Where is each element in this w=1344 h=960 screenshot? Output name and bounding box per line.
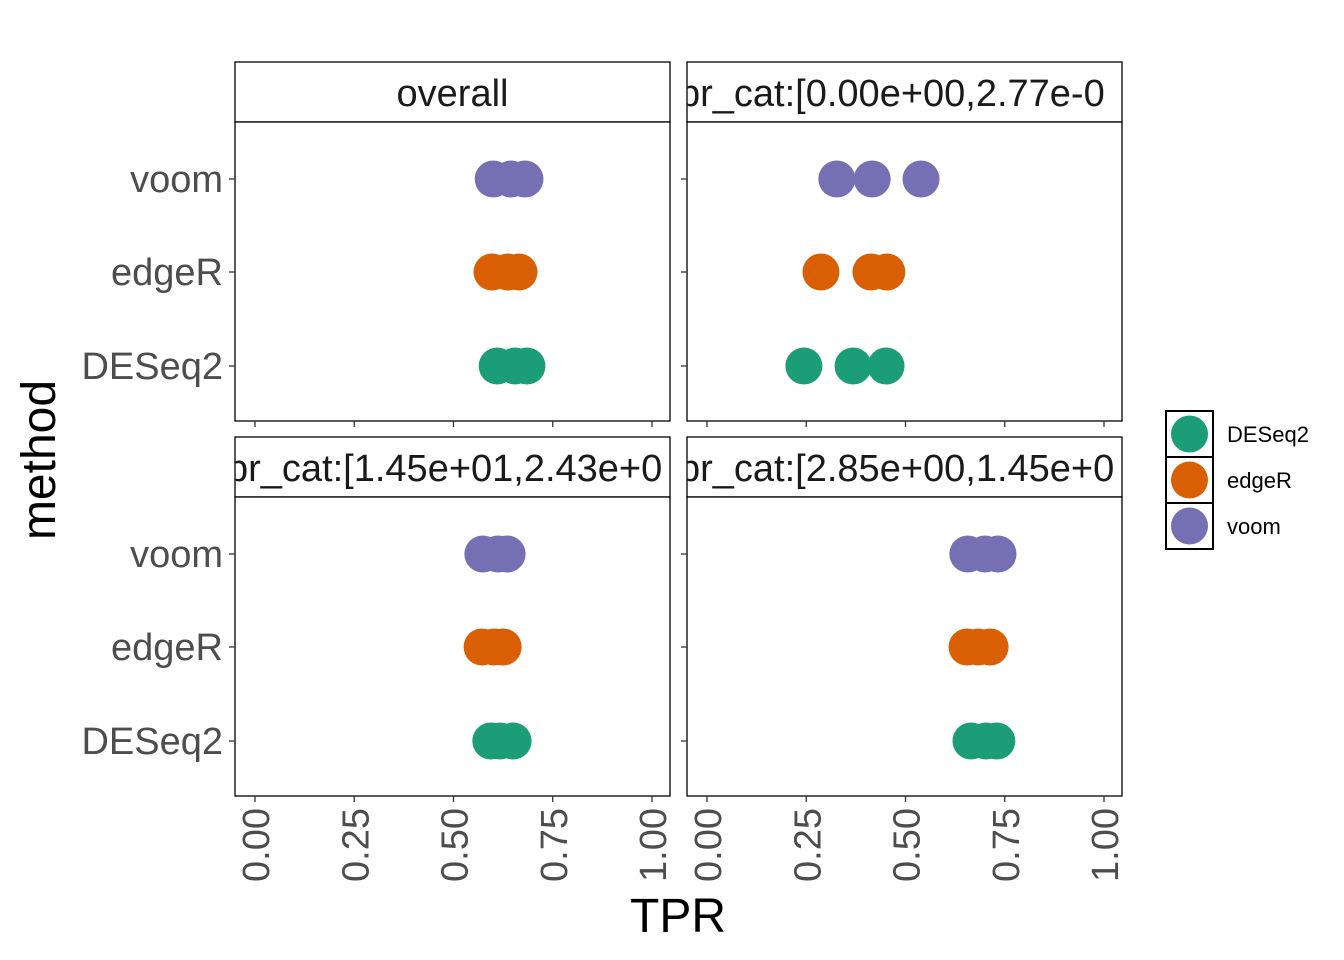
facet-panel: pr_cat:[1.45e+01,2.43e+0 0.00 0.25 0.50 0.75… [81, 436, 675, 882]
facet-strip-label: pr_cat:[0.00e+00,2.77e-0 [679, 73, 1105, 115]
facet-strip-label: pr_cat:[1.45e+01,2.43e+0 [227, 448, 662, 490]
data-point-edgeR [500, 253, 538, 291]
facet-panel: pr_cat:[2.85e+00,1.45e+0 0.00 0.25 0.50 0.75… [679, 436, 1127, 882]
x-tick-label: 0.50 [887, 808, 929, 882]
x-tick-label: 0.75 [534, 808, 576, 882]
x-tick-label: 0.75 [986, 808, 1028, 882]
facet-panel: pr_cat:[0.00e+00,2.77e-0 [679, 61, 1123, 427]
data-point-voom [506, 160, 544, 198]
x-axis-title: TPR [630, 890, 726, 943]
legend-label: voom [1227, 514, 1281, 539]
data-point-DESeq2 [785, 347, 823, 385]
data-point-DESeq2 [834, 347, 872, 385]
legend-key-voom [1171, 507, 1208, 545]
facet-strip [234, 61, 671, 123]
panel-frame [234, 121, 671, 422]
facet-strip [686, 61, 1123, 123]
legend: DESeq2 edgeR voom [1165, 410, 1309, 550]
y-tick-label: edgeR [111, 252, 223, 294]
data-point-edgeR [484, 628, 522, 666]
data-point-voom [853, 160, 891, 198]
panel-frame [686, 496, 1123, 797]
data-point-edgeR [971, 628, 1009, 666]
data-point-voom [902, 160, 940, 198]
x-tick-label: 1.00 [1085, 808, 1127, 882]
x-tick-label: 0.50 [435, 808, 477, 882]
facet-strip-label: pr_cat:[2.85e+00,1.45e+0 [679, 448, 1114, 490]
data-point-DESeq2 [978, 722, 1016, 760]
data-point-voom [488, 535, 526, 573]
y-tick-label: voom [130, 159, 223, 201]
data-point-DESeq2 [867, 347, 905, 385]
data-point-DESeq2 [508, 347, 546, 385]
data-point-voom [979, 535, 1017, 573]
data-point-edgeR [802, 253, 840, 291]
facet-panel: overall voom edgeR DESeq2 [81, 61, 671, 427]
x-tick-label: 0.00 [236, 808, 278, 882]
legend-key-edgeR [1171, 461, 1208, 499]
x-tick-label: 0.25 [335, 808, 377, 882]
y-tick-label: voom [130, 534, 223, 576]
data-point-edgeR [868, 253, 906, 291]
facet-strip [686, 436, 1123, 498]
legend-key-DESeq2 [1171, 415, 1208, 453]
legend-label: DESeq2 [1227, 422, 1309, 447]
y-axis-title: method [13, 380, 66, 540]
x-tick-label: 0.25 [787, 808, 829, 882]
legend-label: edgeR [1227, 468, 1292, 493]
y-tick-label: DESeq2 [81, 346, 223, 388]
data-point-voom [818, 160, 856, 198]
y-tick-label: edgeR [111, 627, 223, 669]
data-point-DESeq2 [494, 722, 532, 760]
x-tick-label: 0.00 [688, 808, 730, 882]
y-tick-label: DESeq2 [81, 721, 223, 763]
panel-frame [234, 496, 671, 797]
x-tick-label: 1.00 [633, 808, 675, 882]
facet-strip-label: overall [397, 73, 509, 115]
